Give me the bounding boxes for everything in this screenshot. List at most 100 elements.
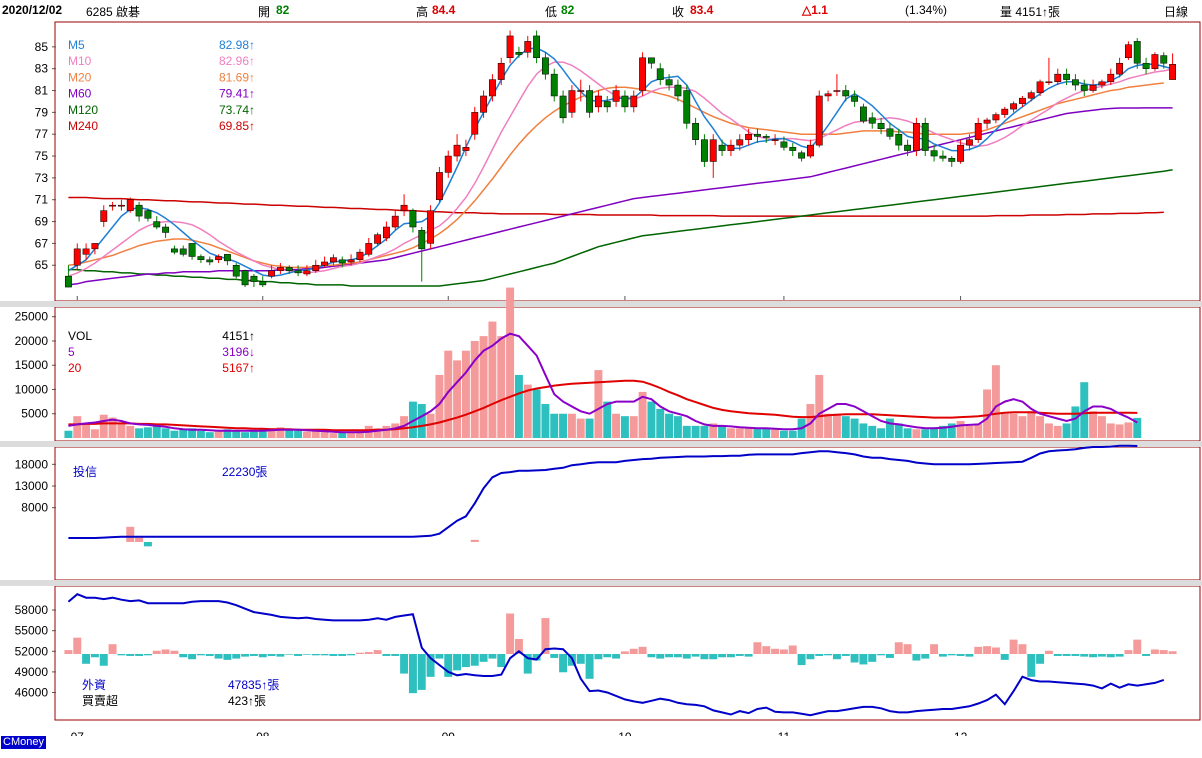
candle-body — [842, 90, 850, 97]
foreign-net-bar — [514, 638, 523, 654]
foreign-net-bar — [223, 654, 232, 660]
candle-body — [895, 133, 903, 146]
candle-body — [859, 106, 867, 122]
candle-body — [427, 210, 435, 244]
candle-body — [100, 210, 108, 222]
foreign-net-bar — [550, 654, 559, 658]
candle-body — [957, 144, 965, 162]
volume-bar — [983, 389, 992, 438]
volume-bar — [550, 413, 559, 438]
volume-bar — [620, 416, 629, 438]
foreign-net-bar — [435, 654, 444, 659]
volume-bar — [232, 430, 241, 438]
volume-bar — [665, 413, 674, 438]
candle-body — [1001, 108, 1009, 115]
trust-cumulative-line — [68, 444, 1138, 539]
price-axis-tick-label: 69 — [35, 215, 49, 229]
volume-bar — [709, 423, 718, 438]
candle-body — [480, 95, 488, 113]
volume-bar — [735, 428, 744, 438]
stock-chart[interactable]: 8583817977757371696765250002000015000100… — [0, 20, 1202, 736]
period-label[interactable]: 日線 — [1164, 5, 1189, 19]
volume-bar — [559, 413, 568, 438]
price-axis-tick-label: 75 — [35, 149, 49, 163]
foreign-net-bar — [612, 654, 621, 659]
volume-bar — [126, 425, 135, 438]
foreign-net-bar — [1159, 650, 1168, 654]
ma-legend-label: M240 — [68, 119, 98, 133]
foreign-net-bar — [214, 654, 223, 659]
foreign-net-bar — [347, 654, 356, 656]
ma-legend-value: 73.74↑ — [219, 103, 255, 117]
change-percent: (1.34%) — [905, 3, 948, 17]
month-tick-label: 08 — [256, 730, 270, 736]
foreign-net-bar — [585, 654, 594, 679]
volume-axis-tick-label: 25000 — [15, 310, 49, 324]
candle-body — [639, 57, 647, 91]
ma-legend-value: 82.96↑ — [219, 54, 255, 68]
foreign-net-bar — [241, 654, 250, 657]
candle-body — [789, 147, 797, 151]
price-axis-tick-label: 65 — [35, 258, 49, 272]
candle-body — [241, 270, 249, 286]
foreign-net-bar — [258, 654, 267, 658]
foreign-net-bar — [912, 654, 921, 661]
foreign-net-bar — [1106, 654, 1115, 658]
volume-bar — [541, 404, 550, 438]
foreign-net-bar — [205, 654, 214, 656]
foreign-net-bar — [506, 613, 515, 654]
volume-bar — [506, 287, 515, 438]
month-tick-label: 07 — [71, 730, 85, 736]
trust-legend-value: 22230張 — [222, 465, 267, 479]
volume-bar — [408, 401, 417, 438]
foreign-net-bar — [576, 654, 585, 664]
volume-bar — [338, 432, 347, 438]
foreign-net-bar — [850, 654, 859, 663]
foreign-net-bar — [1142, 654, 1151, 656]
candle-body — [285, 267, 293, 271]
candle-body — [179, 248, 187, 255]
foreign-net-bar — [382, 654, 391, 656]
candle-body — [815, 95, 823, 146]
volume-bar — [329, 433, 338, 438]
volume-bar — [947, 423, 956, 438]
volume-bar — [470, 340, 479, 438]
volume-bar — [90, 429, 99, 438]
candle-body — [1010, 103, 1018, 110]
candle-body — [365, 243, 373, 255]
candle-body — [727, 144, 735, 151]
foreign-net-bar — [965, 654, 974, 657]
foreign-net-bar — [1080, 654, 1089, 657]
volume-bar — [841, 416, 850, 438]
volume-bar — [974, 423, 983, 438]
candle-body — [974, 123, 982, 140]
trust-net-bar — [143, 542, 152, 547]
volume-bar — [285, 429, 294, 438]
candle-body — [665, 79, 673, 86]
foreign-net-bar — [320, 654, 329, 656]
volume-legend-label: VOL — [68, 329, 92, 343]
volume-bar — [205, 432, 214, 438]
ma-legend-label: M10 — [68, 54, 92, 68]
candle-body — [1080, 84, 1088, 91]
panel-separator — [0, 301, 1202, 307]
volume-bar — [347, 433, 356, 438]
volume-bar — [903, 428, 912, 438]
volume-bar — [603, 401, 612, 438]
month-tick-label: 11 — [778, 730, 791, 736]
candle-body — [126, 199, 134, 211]
volume-bar — [912, 429, 921, 438]
foreign-net-bar — [947, 654, 956, 656]
low-label: 低 — [545, 5, 558, 19]
foreign-net-bar — [859, 654, 868, 665]
foreign-axis-tick-label: 46000 — [15, 686, 49, 700]
candle-body — [321, 261, 329, 266]
volume-bar — [444, 350, 453, 438]
candle-body — [1169, 64, 1177, 80]
volume-bar — [373, 428, 382, 438]
candle-body — [877, 123, 885, 129]
foreign-net-bar — [373, 650, 382, 654]
foreign-net-bar — [1009, 639, 1018, 654]
candle-body — [594, 95, 602, 108]
foreign-legend-label: 外資 — [82, 678, 106, 692]
